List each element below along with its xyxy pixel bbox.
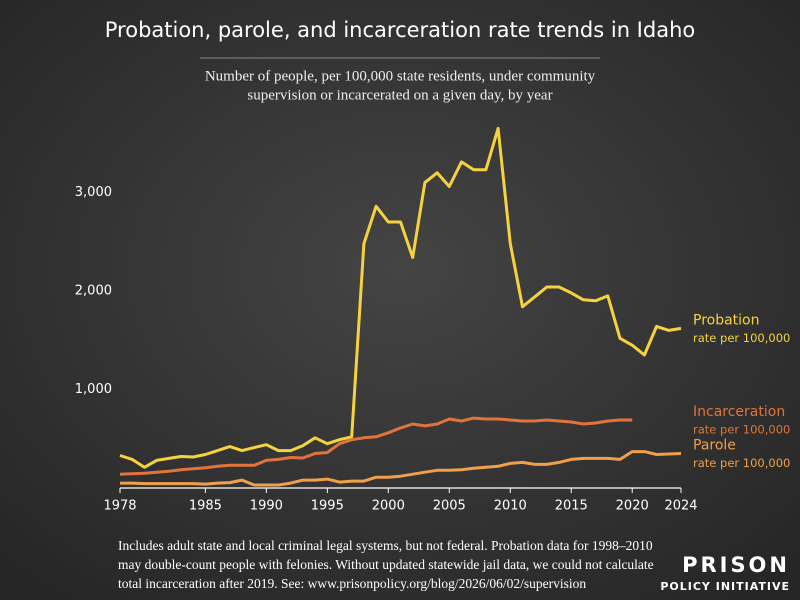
x-tick-label: 2010 xyxy=(494,499,527,514)
subtitle: supervision or incarcerated on a given d… xyxy=(247,87,552,103)
chart-title: Probation, parole, and incarceration rat… xyxy=(105,18,695,42)
series-line xyxy=(119,416,633,476)
x-tick-label: 1978 xyxy=(103,499,136,514)
legend-label: Parole xyxy=(693,438,736,454)
logo: PRISON xyxy=(682,553,790,577)
note: may double-count people with felonies. W… xyxy=(118,557,654,572)
x-tick-label: 1990 xyxy=(250,499,283,514)
x-tick-label: 2020 xyxy=(616,499,649,514)
series-line xyxy=(120,450,682,487)
series-line xyxy=(119,126,682,469)
x-tick-label: 1985 xyxy=(189,499,222,514)
y-tick-label: 2,000 xyxy=(75,283,112,298)
note: total incarceration after 2019. See: www… xyxy=(118,576,586,591)
x-tick-label: 1995 xyxy=(311,499,344,514)
x-tick-label: 2005 xyxy=(433,499,466,514)
legend-label: Incarceration xyxy=(693,404,785,420)
legend-label: Probation xyxy=(693,312,760,328)
y-tick-label: 3,000 xyxy=(75,185,112,200)
logo: POLICY INITIATIVE xyxy=(660,580,790,593)
y-tick-label: 1,000 xyxy=(75,382,112,397)
x-tick-label: 2015 xyxy=(555,499,588,514)
x-tick-label: 2000 xyxy=(372,499,405,514)
x-tick-label: 2024 xyxy=(664,499,697,514)
subtitle: Number of people, per 100,000 state resi… xyxy=(205,68,596,84)
note: Includes adult state and local criminal … xyxy=(118,538,653,553)
legend-sublabel: rate per 100,000 xyxy=(693,331,790,345)
legend-sublabel: rate per 100,000 xyxy=(693,456,790,470)
legend-sublabel: rate per 100,000 xyxy=(693,423,790,437)
